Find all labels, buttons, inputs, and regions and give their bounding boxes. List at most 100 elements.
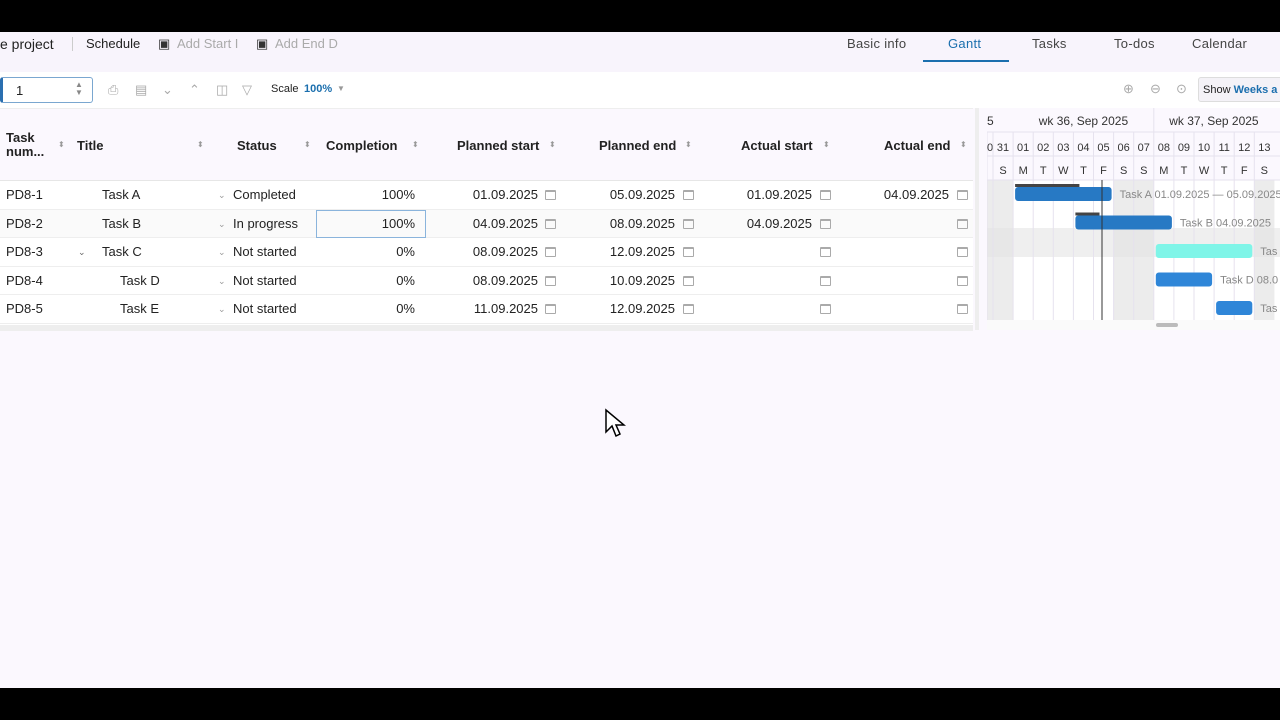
scrollbar-thumb[interactable] — [1156, 323, 1178, 327]
cell-pstart[interactable]: 01.09.2025 — [472, 187, 538, 202]
sort-icon[interactable]: ⬍ — [960, 140, 967, 149]
tab-gantt[interactable]: Gantt — [948, 36, 982, 51]
show-range-dropdown[interactable]: Show Weeks a — [1198, 77, 1280, 102]
calendar-icon[interactable] — [820, 190, 831, 200]
cell-pstart[interactable]: 11.09.2025 — [473, 301, 538, 316]
calendar-icon[interactable] — [820, 247, 831, 257]
zoom-fit-icon[interactable]: ⊙ — [1176, 81, 1187, 96]
status-dropdown-icon[interactable]: ⌄ — [218, 275, 226, 286]
calendar-icon[interactable] — [683, 218, 694, 229]
cell-completion[interactable]: 0% — [396, 301, 415, 316]
level-stepper[interactable]: 1 ▲ ▼ — [0, 77, 93, 103]
expand-all-icon[interactable]: ⌄ — [162, 82, 173, 97]
cell-title[interactable]: Task A — [102, 187, 141, 202]
cell-title[interactable]: Task B — [102, 215, 142, 231]
cell-num[interactable]: PD8-5 — [6, 301, 43, 316]
column-header-pend[interactable]: Planned end — [599, 137, 677, 153]
column-header-aend[interactable]: Actual end — [884, 137, 951, 153]
calendar-icon[interactable] — [957, 304, 968, 314]
column-header-astart[interactable]: Actual start — [741, 137, 813, 153]
tab-calendar[interactable]: Calendar — [1192, 36, 1248, 51]
sort-icon[interactable]: ⬍ — [412, 140, 419, 149]
cell-completion[interactable]: 100% — [381, 215, 415, 231]
column-header-completion[interactable]: Completion — [326, 137, 398, 153]
tab-basic-info[interactable]: Basic info — [847, 36, 907, 51]
status-dropdown-icon[interactable]: ⌄ — [218, 247, 226, 257]
cell-status[interactable]: Not started — [233, 244, 297, 259]
status-dropdown-icon[interactable]: ⌄ — [218, 190, 226, 200]
calendar-icon[interactable] — [683, 247, 694, 257]
cell-num[interactable]: PD8-1 — [6, 187, 43, 202]
tab-todos[interactable]: To-dos — [1114, 36, 1155, 51]
table-row[interactable]: PD8-3 Task C Not started 0% 08.09.2025 12.09.… — [0, 238, 973, 267]
cell-pstart[interactable]: 04.09.2025 — [472, 215, 538, 231]
cell-pend[interactable]: 05.09.2025 — [609, 187, 675, 202]
calendar-icon[interactable] — [820, 275, 831, 286]
cell-num[interactable]: PD8-4 — [6, 272, 43, 288]
cell-num[interactable]: PD8-3 — [6, 244, 43, 259]
expand-toggle-icon[interactable]: ⌄ — [78, 247, 86, 257]
calendar-icon[interactable] — [820, 218, 831, 229]
sort-icon[interactable]: ⬍ — [685, 140, 692, 149]
column-header-title[interactable]: Title — [77, 137, 104, 153]
gantt-scrollbar[interactable] — [987, 320, 1280, 330]
sort-icon[interactable]: ⬍ — [549, 140, 556, 149]
splitter[interactable] — [975, 108, 979, 330]
sort-icon[interactable]: ⬍ — [197, 140, 204, 149]
cell-title[interactable]: Task E — [120, 301, 160, 316]
cell-aend[interactable]: 04.09.2025 — [883, 187, 949, 202]
cell-completion[interactable]: 0% — [396, 244, 415, 259]
cell-pstart[interactable]: 08.09.2025 — [472, 272, 538, 288]
table-row[interactable]: PD8-1 Task A Completed 100% 01.09.2025 05.09.… — [0, 181, 973, 210]
table-row[interactable]: PD8-4 Task D Not started 0% 08.09.2025 10.09.… — [0, 267, 973, 295]
cell-astart[interactable]: 01.09.2025 — [746, 187, 812, 202]
cell-astart[interactable]: 04.09.2025 — [746, 215, 812, 231]
cell-num[interactable]: PD8-2 — [6, 215, 43, 231]
zoom-out-icon[interactable]: ⊖ — [1150, 81, 1161, 96]
calendar-icon[interactable] — [545, 304, 556, 314]
column-header-status[interactable]: Status — [237, 137, 277, 153]
calendar-icon[interactable] — [820, 304, 831, 314]
table-row[interactable]: PD8-5 Task E Not started 0% 11.09.2025 12.09.… — [0, 295, 973, 324]
cell-pend[interactable]: 12.09.2025 — [609, 301, 675, 316]
cell-completion[interactable]: 100% — [381, 187, 415, 202]
cell-status[interactable]: Not started — [233, 301, 297, 316]
stepper-arrows-icon[interactable]: ▲ ▼ — [75, 80, 83, 97]
cell-title[interactable]: Task C — [102, 244, 142, 259]
calendar-icon[interactable] — [683, 190, 694, 200]
add-end-button[interactable]: Add End D — [275, 36, 338, 51]
horizontal-scrollbar[interactable] — [0, 325, 973, 331]
add-start-button[interactable]: Add Start I — [177, 36, 239, 51]
calendar-icon[interactable] — [545, 247, 556, 257]
export-excel-icon[interactable]: ▤ — [135, 82, 148, 97]
cell-completion[interactable]: 0% — [396, 272, 415, 288]
sort-icon[interactable]: ⬍ — [823, 140, 830, 149]
cell-pend[interactable]: 08.09.2025 — [609, 215, 675, 231]
status-dropdown-icon[interactable]: ⌄ — [218, 304, 226, 314]
collapse-all-icon[interactable]: ⌃ — [189, 82, 200, 97]
cell-status[interactable]: Not started — [233, 272, 297, 288]
calendar-icon[interactable] — [957, 275, 968, 286]
tab-tasks[interactable]: Tasks — [1032, 36, 1067, 51]
calendar-icon[interactable] — [545, 190, 556, 200]
cell-pend[interactable]: 10.09.2025 — [609, 272, 675, 288]
scale-dropdown[interactable]: 100% — [304, 83, 333, 95]
calendar-icon[interactable] — [957, 247, 968, 257]
columns-icon[interactable]: ◫ — [216, 82, 229, 97]
calendar-icon[interactable] — [957, 190, 968, 200]
calendar-icon[interactable] — [545, 218, 556, 229]
sort-icon[interactable]: ⬍ — [304, 140, 311, 149]
status-dropdown-icon[interactable]: ⌄ — [218, 218, 226, 229]
cell-status[interactable]: In progress — [233, 215, 299, 231]
cell-status[interactable]: Completed — [233, 187, 296, 202]
calendar-icon[interactable] — [683, 275, 694, 286]
column-header-num[interactable]: Task num... — [6, 130, 45, 159]
calendar-icon[interactable] — [545, 275, 556, 286]
cell-title[interactable]: Task D — [120, 272, 160, 288]
sort-icon[interactable]: ⬍ — [58, 140, 65, 149]
print-icon[interactable]: ⎙ — [108, 82, 119, 97]
table-row[interactable]: PD8-2 Task B In progress 100% 04.09.2025 08.0… — [0, 209, 973, 238]
cell-pend[interactable]: 12.09.2025 — [609, 244, 675, 259]
filter-icon[interactable]: ▽ — [242, 82, 252, 97]
calendar-icon[interactable] — [683, 304, 694, 314]
